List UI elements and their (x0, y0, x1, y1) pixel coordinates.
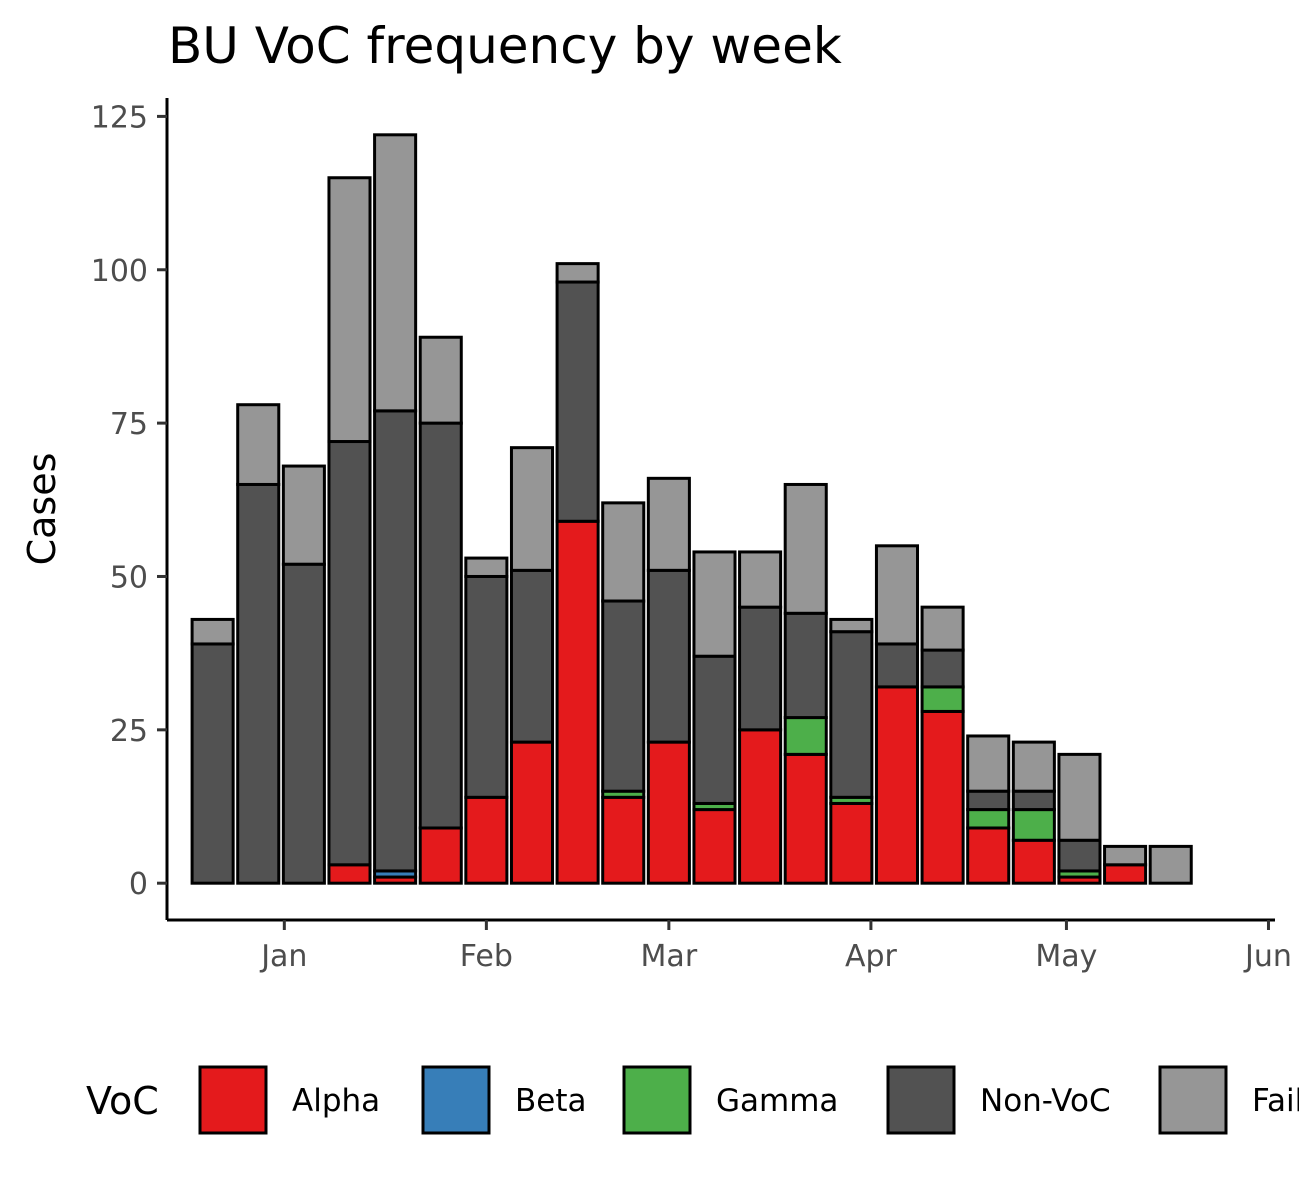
x-tick-label: Feb (460, 939, 513, 974)
bar-alpha-2021-01-11 (327, 863, 372, 885)
x-tick-label: Apr (845, 939, 898, 974)
bar-non-voc-2021-04-19 (966, 789, 1011, 812)
bar-alpha-2021-02-01 (464, 795, 509, 885)
legend-title: VoC (86, 1079, 159, 1123)
bar-failed-2021-05-17 (1148, 844, 1193, 885)
bar-failed-2021-02-15 (555, 262, 600, 284)
bar-non-voc-2020-12-28 (236, 482, 281, 885)
legend-key-non-voc (886, 1065, 956, 1135)
x-tick-label: Mar (641, 939, 698, 974)
x-axis-ticks: Jan Feb Mar Apr May Jun (259, 920, 1292, 974)
bar-alpha-2021-01-25 (418, 826, 463, 885)
bar-non-voc-2021-02-15 (555, 280, 600, 523)
bar-non-voc-2020-12-21 (190, 642, 235, 885)
y-axis-title: Cases (20, 453, 64, 566)
bar-failed-2020-12-21 (190, 617, 235, 646)
bar-non-voc-2021-02-01 (464, 574, 509, 799)
bar-alpha-2021-05-10 (1103, 863, 1148, 885)
x-tick-label: Jun (1243, 939, 1292, 974)
bar-gamma-2021-04-12 (920, 685, 965, 713)
bar-gamma-2021-03-22 (783, 716, 828, 756)
bar-non-voc-2021-01-18 (373, 409, 418, 873)
bar-failed-2021-01-11 (327, 176, 372, 444)
bar-alpha-2021-03-08 (692, 808, 737, 885)
legend-label: Non-VoC (980, 1083, 1111, 1119)
y-tick-label: 0 (129, 867, 148, 902)
legend-key-beta (421, 1065, 491, 1135)
y-tick-label: 50 (110, 560, 148, 595)
bar-failed-2021-04-12 (920, 605, 965, 652)
bar-alpha-2021-04-19 (966, 826, 1011, 885)
bar-alpha-2021-02-22 (601, 795, 646, 885)
bar-alpha-2021-03-29 (829, 801, 874, 885)
bar-non-voc-2021-03-29 (829, 630, 874, 799)
bar-alpha-2021-04-12 (920, 709, 965, 885)
bar-non-voc-2021-05-03 (1057, 838, 1102, 873)
legend-label: Beta (515, 1083, 587, 1119)
bar-alpha-2021-03-22 (783, 752, 828, 885)
bar-alpha-2021-02-08 (509, 740, 555, 885)
y-tick-label: 75 (110, 407, 148, 442)
y-tick-label: 25 (110, 714, 148, 749)
legend-label: Failed (1252, 1083, 1299, 1119)
y-tick-label: 100 (91, 254, 148, 289)
bar-failed-2021-05-10 (1103, 844, 1148, 867)
chart-title: BU VoC frequency by week (168, 17, 842, 75)
bar-failed-2021-03-08 (692, 550, 737, 658)
bars-layer (190, 133, 1193, 885)
bar-non-voc-2021-03-22 (783, 611, 828, 720)
bar-non-voc-2021-04-05 (874, 642, 920, 689)
bar-failed-2021-05-03 (1057, 752, 1102, 842)
legend-label: Alpha (292, 1083, 380, 1119)
bar-failed-2021-02-01 (464, 556, 509, 578)
bar-failed-2021-01-18 (373, 133, 418, 413)
legend-key-alpha (198, 1065, 268, 1135)
bar-non-voc-2021-02-22 (601, 599, 646, 793)
bar-alpha-2021-03-15 (738, 728, 783, 885)
bar-failed-2021-03-29 (829, 617, 874, 634)
bar-alpha-2021-03-01 (646, 740, 691, 885)
x-tick-label: May (1035, 939, 1097, 974)
bar-alpha-2021-02-15 (555, 519, 600, 885)
bar-gamma-2021-04-26 (1011, 808, 1056, 842)
bar-non-voc-2021-04-26 (1011, 789, 1056, 812)
bar-failed-2021-02-22 (601, 501, 646, 603)
bar-failed-2021-04-05 (874, 544, 920, 646)
legend-key-gamma (622, 1065, 692, 1135)
bar-failed-2021-02-08 (509, 446, 555, 572)
y-axis-ticks: 0 25 50 75 100 125 (91, 100, 167, 902)
bar-non-voc-2021-03-08 (692, 654, 737, 805)
bar-non-voc-2021-03-01 (646, 568, 691, 744)
legend-label: Gamma (716, 1083, 838, 1119)
bar-failed-2021-01-25 (418, 335, 463, 425)
bar-non-voc-2021-01-04 (281, 562, 326, 885)
bar-failed-2021-03-22 (783, 482, 828, 615)
bar-failed-2020-12-28 (236, 403, 281, 486)
x-tick-label: Jan (259, 939, 307, 974)
bar-failed-2021-03-01 (646, 476, 691, 572)
bar-failed-2021-03-15 (738, 550, 783, 609)
bar-gamma-2021-04-19 (966, 808, 1011, 830)
bar-non-voc-2021-01-11 (327, 440, 372, 867)
bar-non-voc-2021-03-15 (738, 605, 783, 732)
bar-failed-2021-04-19 (966, 734, 1011, 793)
bar-alpha-2021-04-05 (874, 685, 920, 885)
legend: VoC Alpha Beta Gamma Non-VoC Failed (86, 1065, 1299, 1135)
bar-non-voc-2021-02-08 (509, 568, 555, 744)
bar-failed-2021-04-26 (1011, 740, 1056, 793)
bar-non-voc-2021-01-25 (418, 421, 463, 830)
y-tick-label: 125 (91, 100, 148, 135)
legend-key-failed (1158, 1065, 1228, 1135)
bar-non-voc-2021-04-12 (920, 648, 965, 689)
bar-failed-2021-01-04 (281, 464, 326, 566)
bar-alpha-2021-04-26 (1011, 838, 1056, 885)
